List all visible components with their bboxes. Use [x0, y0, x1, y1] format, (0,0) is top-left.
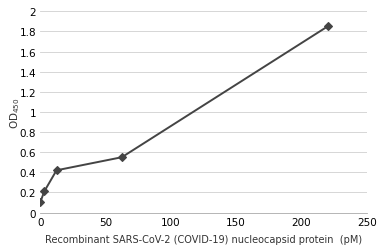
Y-axis label: OD$_{450}$: OD$_{450}$: [8, 97, 22, 128]
X-axis label: Recombinant SARS-CoV-2 (COVID-19) nucleocapsid protein  (pM): Recombinant SARS-CoV-2 (COVID-19) nucleo…: [45, 234, 362, 244]
